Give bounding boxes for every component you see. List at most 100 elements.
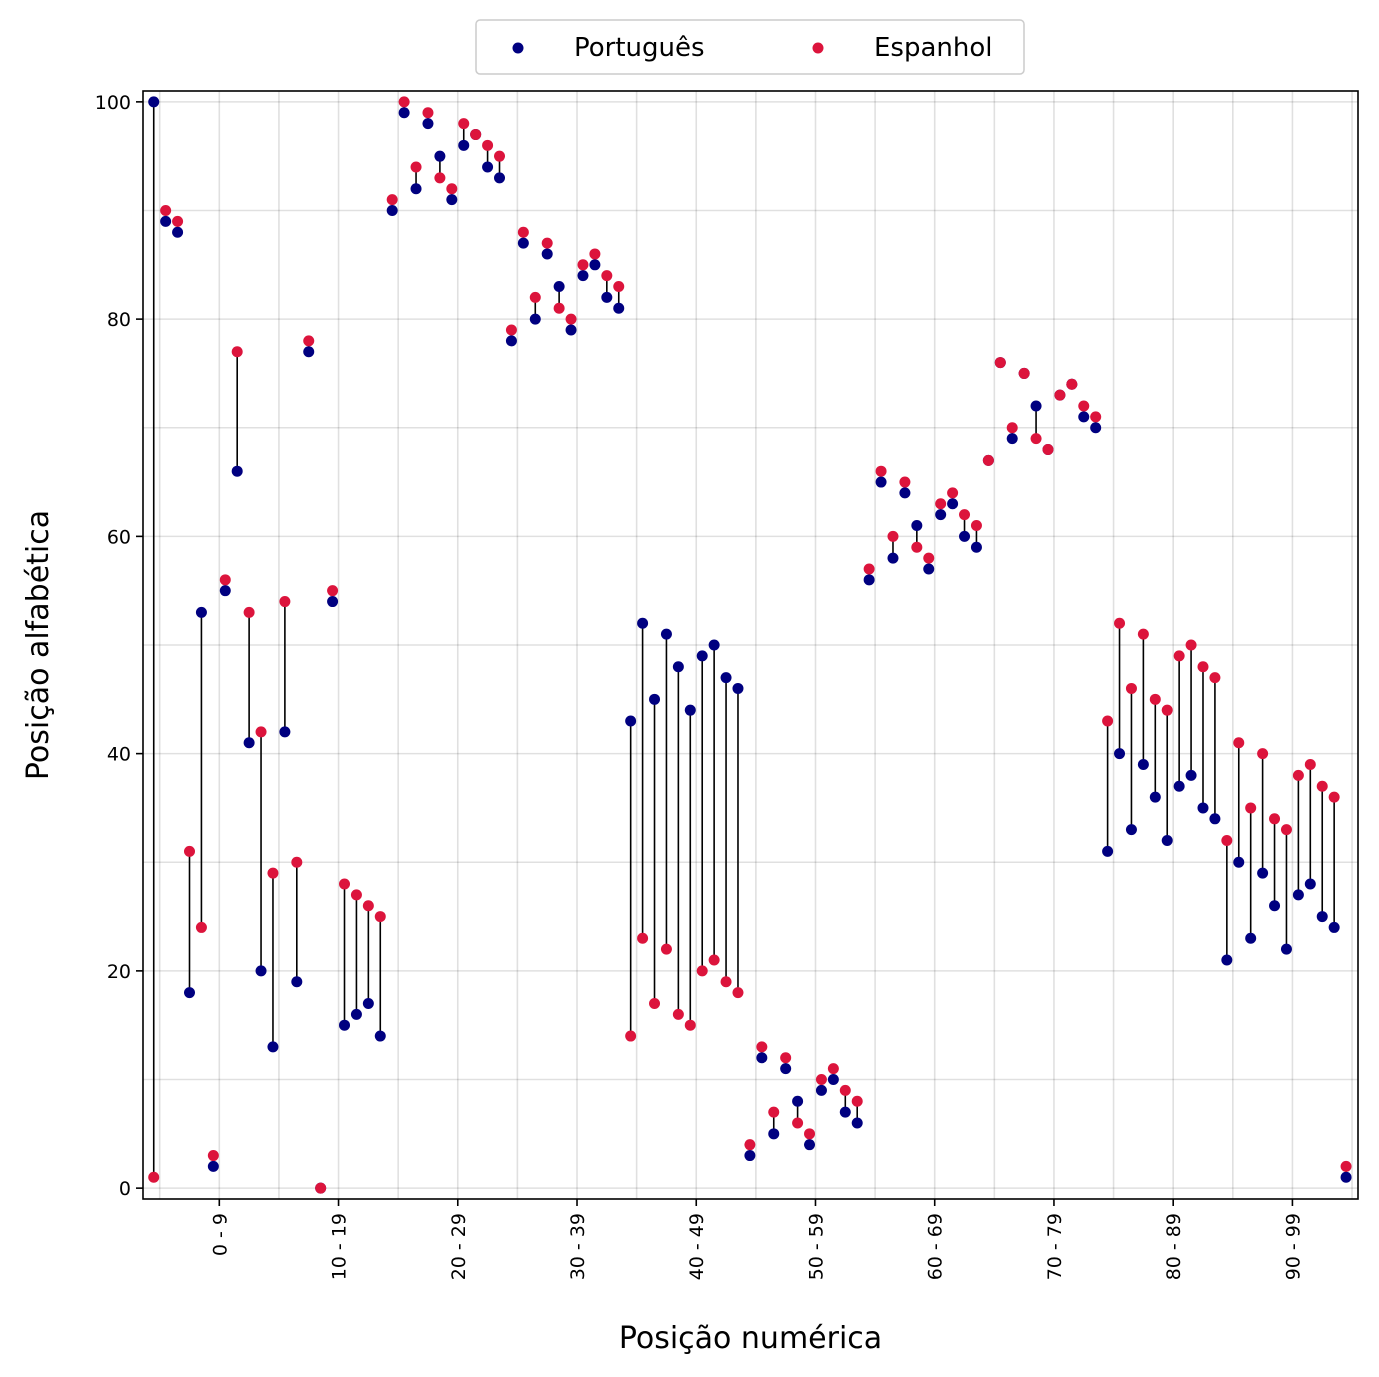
point-espanhol <box>768 1106 780 1118</box>
point-portugues <box>279 726 291 738</box>
point-portugues <box>1245 932 1257 944</box>
point-portugues <box>756 1052 768 1064</box>
point-portugues <box>1304 878 1316 890</box>
point-espanhol <box>792 1117 804 1129</box>
point-espanhol <box>613 281 625 293</box>
point-portugues <box>291 976 303 988</box>
point-espanhol <box>148 1171 160 1183</box>
point-portugues <box>613 302 625 314</box>
point-espanhol <box>935 498 947 510</box>
point-espanhol <box>303 335 315 347</box>
point-espanhol <box>756 1041 768 1053</box>
point-portugues <box>1316 911 1328 923</box>
point-espanhol <box>708 954 720 966</box>
point-espanhol <box>1018 367 1030 379</box>
x-tick-label: 0 - 9 <box>209 1213 231 1256</box>
point-espanhol <box>1340 1160 1352 1172</box>
point-portugues <box>1292 889 1304 901</box>
point-espanhol <box>267 867 279 879</box>
point-portugues <box>720 672 732 684</box>
point-espanhol <box>1125 682 1137 694</box>
x-tick-label: 70 - 79 <box>1044 1213 1066 1280</box>
point-portugues <box>923 563 935 575</box>
point-portugues <box>1185 769 1197 781</box>
point-portugues <box>267 1041 279 1053</box>
point-portugues <box>327 596 339 608</box>
point-portugues <box>494 172 506 184</box>
point-portugues <box>577 270 589 282</box>
y-tick-label: 60 <box>107 526 131 548</box>
point-portugues <box>529 313 541 325</box>
point-espanhol <box>839 1084 851 1096</box>
x-tick-label: 50 - 59 <box>805 1213 827 1280</box>
point-portugues <box>970 541 982 553</box>
point-portugues <box>887 552 899 564</box>
point-espanhol <box>207 1150 219 1162</box>
point-espanhol <box>959 509 971 521</box>
point-portugues <box>160 215 172 227</box>
point-portugues <box>792 1095 804 1107</box>
point-portugues <box>1257 867 1269 879</box>
point-portugues <box>1006 433 1018 445</box>
point-espanhol <box>1245 802 1257 814</box>
point-portugues <box>875 476 887 488</box>
point-espanhol <box>1197 661 1209 673</box>
point-espanhol <box>601 270 613 282</box>
point-portugues <box>148 96 160 108</box>
point-portugues <box>1137 758 1149 770</box>
point-portugues <box>1209 813 1221 825</box>
point-espanhol <box>1209 672 1221 684</box>
point-portugues <box>458 139 470 151</box>
point-espanhol <box>1042 443 1054 455</box>
y-axis-label: Posição alfabética <box>21 510 56 780</box>
point-espanhol <box>434 172 446 184</box>
point-espanhol <box>684 1019 696 1031</box>
point-portugues <box>541 248 553 260</box>
point-espanhol <box>1066 378 1078 390</box>
point-portugues <box>1328 921 1340 933</box>
y-tick-label: 80 <box>107 309 131 331</box>
point-portugues <box>410 183 422 195</box>
point-espanhol <box>1102 715 1114 727</box>
point-portugues <box>553 281 565 293</box>
point-portugues <box>1233 856 1245 868</box>
point-espanhol <box>350 889 362 901</box>
point-portugues <box>1030 400 1042 412</box>
point-portugues <box>911 520 923 532</box>
point-espanhol <box>446 183 458 195</box>
point-espanhol <box>660 943 672 955</box>
point-portugues <box>1280 943 1292 955</box>
point-portugues <box>827 1074 839 1086</box>
point-portugues <box>839 1106 851 1118</box>
x-axis-ticks: 0 - 9 10 - 19 20 - 29 30 - 39 40 - 49 50 - 59… <box>209 1199 1304 1280</box>
point-espanhol <box>195 921 207 933</box>
point-portugues <box>637 617 649 629</box>
connector-lines <box>152 101 1347 1178</box>
point-espanhol <box>410 161 422 173</box>
point-espanhol <box>565 313 577 325</box>
point-espanhol <box>732 987 744 999</box>
point-portugues <box>1102 845 1114 857</box>
point-espanhol <box>589 248 601 260</box>
x-axis-label: Posição numérica <box>619 1321 882 1356</box>
legend-label-portugues: Português <box>574 33 705 63</box>
point-espanhol <box>911 541 923 553</box>
point-portugues <box>625 715 637 727</box>
point-espanhol <box>1280 824 1292 836</box>
x-tick-label: 60 - 69 <box>925 1213 947 1280</box>
legend-marker-portugues <box>512 42 524 54</box>
point-portugues <box>1149 791 1161 803</box>
point-portugues <box>732 682 744 694</box>
point-portugues <box>231 465 243 477</box>
x-tick-label: 80 - 89 <box>1163 1213 1185 1280</box>
point-espanhol <box>637 932 649 944</box>
point-espanhol <box>1257 748 1269 760</box>
point-portugues <box>1221 954 1233 966</box>
point-espanhol <box>923 552 935 564</box>
point-espanhol <box>1269 813 1281 825</box>
point-espanhol <box>1173 650 1185 662</box>
point-portugues <box>696 650 708 662</box>
point-portugues <box>1114 748 1126 760</box>
